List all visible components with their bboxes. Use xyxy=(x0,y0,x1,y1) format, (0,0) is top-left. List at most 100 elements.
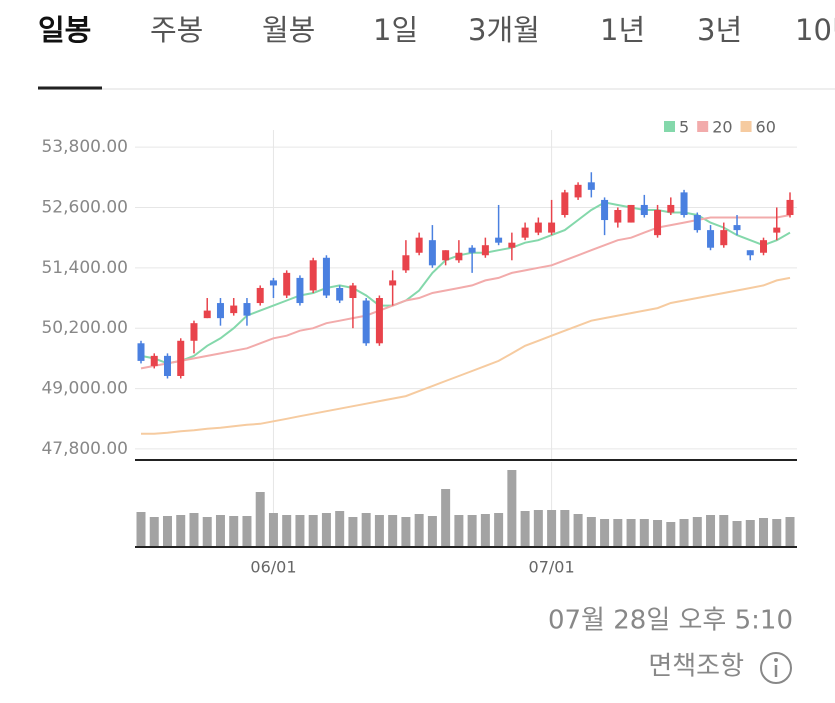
candle-body xyxy=(190,323,198,341)
y-tick-label: 53,800.00 xyxy=(41,137,128,157)
volume-bar xyxy=(586,517,596,547)
legend-swatch xyxy=(697,121,709,132)
volume-bar xyxy=(653,520,663,547)
candle-body xyxy=(269,280,277,286)
volume-bar xyxy=(785,517,795,547)
volume-bar xyxy=(427,516,437,547)
volume-bar xyxy=(308,515,318,547)
tab[interactable]: 일봉 xyxy=(38,13,91,47)
candle-body xyxy=(322,257,330,296)
legend-label: 20 xyxy=(712,118,732,137)
volume-bar xyxy=(295,515,305,547)
volume-bar xyxy=(401,517,411,547)
volume-bar xyxy=(520,511,530,547)
tab[interactable]: 월봉 xyxy=(262,13,315,47)
volume-bar xyxy=(321,513,331,547)
volume-bar xyxy=(454,515,464,547)
candle-body xyxy=(654,209,662,236)
x-tick-label: 07/01 xyxy=(529,558,575,577)
volume-bar xyxy=(600,519,610,547)
volume-bar xyxy=(189,513,199,547)
volume-bar xyxy=(467,515,477,547)
volume-bar xyxy=(732,521,742,547)
candle-body xyxy=(243,303,251,316)
volume-bar xyxy=(533,510,543,547)
volume-bar xyxy=(388,515,398,547)
disclaimer[interactable]: 면책조항 xyxy=(648,652,744,682)
tab[interactable]: 10년 xyxy=(795,13,835,47)
legend-swatch xyxy=(664,121,675,132)
candle-body xyxy=(415,237,423,253)
candle-body xyxy=(760,240,768,253)
candle-body xyxy=(402,255,410,271)
candle-body xyxy=(614,209,622,223)
volume-bar xyxy=(613,519,623,547)
info-icon[interactable] xyxy=(760,652,792,684)
volume-bar xyxy=(215,515,225,547)
moving-average-line xyxy=(141,276,791,435)
volume-bar xyxy=(414,514,424,547)
candle-body xyxy=(587,182,595,190)
volume-bar xyxy=(374,515,384,547)
volume-bar xyxy=(772,519,782,547)
candle-body xyxy=(733,225,741,231)
volume-bar xyxy=(348,517,358,547)
tab[interactable]: 1일 xyxy=(373,13,418,47)
tab[interactable]: 주봉 xyxy=(150,13,203,47)
volume-bar xyxy=(136,512,146,547)
candle-body xyxy=(574,184,582,198)
y-tick-label: 51,400.00 xyxy=(41,258,128,278)
tab[interactable]: 3년 xyxy=(697,13,742,47)
candle-body xyxy=(707,230,715,248)
candle-body xyxy=(508,242,516,248)
moving-average-line xyxy=(140,201,791,365)
volume-bar xyxy=(255,492,265,547)
candle-body xyxy=(773,227,781,233)
candle-body xyxy=(786,199,794,216)
legend-label: 5 xyxy=(679,118,689,137)
volume-bar xyxy=(573,514,583,547)
candle-body xyxy=(468,247,476,253)
volume-bar xyxy=(745,520,755,547)
candle-body xyxy=(627,204,635,223)
tab[interactable]: 3개월 xyxy=(468,13,540,47)
volume-bar xyxy=(692,517,702,547)
y-tick-label: 49,000.00 xyxy=(41,379,128,399)
candle-body xyxy=(534,222,542,233)
candle-body xyxy=(389,280,397,286)
volume-bar xyxy=(759,518,769,547)
candle-body xyxy=(296,277,304,304)
candle-body xyxy=(256,287,264,304)
candle-body xyxy=(746,250,754,256)
volume-bar xyxy=(149,517,159,547)
volume-bar xyxy=(547,510,557,547)
candle-body xyxy=(216,303,224,319)
volume-bar xyxy=(176,515,186,547)
volume-bar xyxy=(494,513,504,547)
volume-bar xyxy=(560,510,570,547)
volume-bar xyxy=(162,516,172,547)
y-tick-label: 47,800.00 xyxy=(41,439,128,459)
candle-body xyxy=(349,285,357,299)
volume-bar xyxy=(282,515,292,547)
volume-bar xyxy=(639,519,649,547)
candle-body xyxy=(548,222,556,233)
candle-body xyxy=(428,240,436,266)
volume-bar xyxy=(480,514,490,547)
candle-body xyxy=(693,215,701,231)
candle-body xyxy=(481,245,489,256)
volume-bar xyxy=(202,517,212,547)
volume-bar xyxy=(441,489,451,547)
candle-body xyxy=(203,310,211,319)
candle-body xyxy=(720,230,728,246)
tab[interactable]: 1년 xyxy=(600,13,645,47)
x-tick-label: 06/01 xyxy=(250,558,296,577)
candle-body xyxy=(495,237,503,243)
candle-body xyxy=(375,298,383,344)
candle-body xyxy=(177,340,185,376)
candle-body xyxy=(667,204,675,213)
candle-body xyxy=(150,355,158,366)
candle-body xyxy=(163,355,171,376)
candle-body xyxy=(283,272,291,296)
